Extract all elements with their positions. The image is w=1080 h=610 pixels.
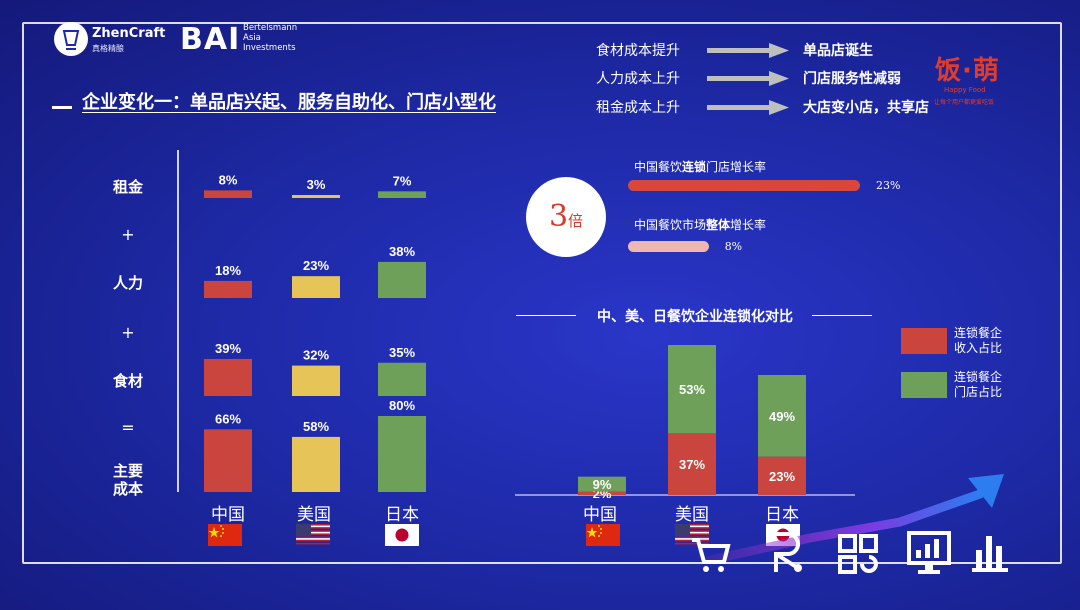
bai-subtitle: Bertelsmann Asia Investments [243, 23, 298, 53]
stacked-bar-美国 [668, 433, 716, 495]
flow-arrow-icon [707, 43, 789, 58]
japan-flag-icon [385, 524, 419, 546]
brand-tagline: 让每个用户都更爱吃饭 [934, 99, 995, 106]
layout-blocks-icon [836, 532, 880, 580]
row-label-labor: 人力 [112, 274, 143, 292]
stacked-bar-日本 [758, 375, 806, 457]
bar-value-label: 39% [215, 341, 241, 356]
chart-title-rule [812, 315, 872, 316]
country-label-japan: 日本 [385, 505, 419, 525]
trend-arrow-icon [705, 474, 1004, 565]
bar-主要成本-美国 [292, 436, 340, 492]
bar-主要成本-中国 [204, 429, 252, 492]
stacked-value-label: 49% [769, 409, 795, 424]
flow-effect: 门店服务性减弱 [803, 71, 901, 87]
zhencraft-logo: ZhenCraft 真格精酿 [54, 22, 166, 58]
bar-value-label: 8% [219, 172, 238, 187]
flow-cause: 食材成本提升 [596, 43, 680, 59]
chart-axis-line [177, 150, 179, 492]
cost-bar-chart: 8% 3% 7% 18% 23% 38% 39% 32% 35% 66% 58% 80% [204, 172, 426, 492]
row-label-total: 主要成本 [112, 462, 143, 498]
growth-label-overall: 中国餐饮市场整体增长率 [634, 218, 767, 232]
bar-食材-中国 [204, 358, 252, 396]
flow-effect: 大店变小店，共享店 [803, 100, 929, 116]
country-label-china: 中国 [211, 505, 245, 525]
row-label-food: 食材 [112, 372, 143, 390]
bar-主要成本-日本 [378, 416, 426, 492]
stacked-value-label: 53% [679, 382, 705, 397]
chain-chart-title: 中、美、日餐饮企业连锁化对比 [597, 309, 793, 325]
network-nodes-icon [762, 528, 806, 580]
bar-value-label: 66% [215, 411, 241, 426]
usa-flag-icon [296, 524, 330, 545]
bar-value-label: 58% [303, 419, 329, 434]
growth-label-chain: 中国餐饮连锁门店增长率 [634, 160, 767, 174]
legend-label-revenue: 连锁餐企 收入占比 [954, 326, 1003, 355]
zhencraft-subtitle: 真格精酿 [92, 44, 124, 53]
stacked-bar-中国 [578, 491, 626, 495]
china-flag-icon [208, 524, 242, 546]
growth-multiple-badge: 3倍 [526, 177, 606, 257]
bai-logo: BAI [180, 22, 241, 57]
bar-人力-美国 [292, 276, 340, 298]
flow-cause: 人力成本上升 [596, 71, 680, 87]
flow-effect: 单品店诞生 [803, 43, 873, 59]
stacked-value-label: 9% [593, 477, 612, 492]
bar-value-label: 38% [389, 244, 415, 259]
bar-食材-日本 [378, 362, 426, 396]
bar-租金-美国 [292, 195, 340, 198]
bar-人力-日本 [378, 261, 426, 298]
shopping-cart-icon [688, 532, 732, 580]
stacked-value-label: 2% [593, 486, 612, 498]
flow-cause: 租金成本上升 [596, 100, 680, 116]
bar-value-label: 7% [393, 173, 412, 188]
slide-frame [22, 22, 1062, 564]
brand-sub: Happy Food [944, 86, 986, 94]
monitor-chart-icon [906, 530, 952, 580]
plus-sign: + [121, 225, 135, 244]
legend-swatch-stores [901, 372, 947, 398]
country-label-japan: 日本 [765, 505, 799, 525]
bar-value-label: 32% [303, 348, 329, 363]
country-label-china: 中国 [583, 505, 617, 525]
bar-食材-美国 [292, 365, 340, 396]
plus-sign: + [121, 323, 135, 342]
bar-value-label: 18% [215, 263, 241, 278]
country-label-usa: 美国 [297, 505, 331, 525]
flow-arrow-icon [707, 100, 789, 115]
bar-value-label: 23% [303, 258, 329, 273]
stacked-bar-日本 [758, 456, 806, 495]
equals-sign: = [121, 418, 135, 437]
legend-swatch-revenue [901, 328, 947, 354]
zhencraft-name: ZhenCraft [92, 26, 166, 41]
growth-value-label: 23% [876, 179, 901, 192]
growth-value-label: 8% [724, 240, 743, 253]
brand-logo: 饭·萌 [935, 56, 1000, 86]
title-dash [52, 106, 72, 109]
bar-租金-日本 [378, 191, 426, 198]
bar-人力-中国 [204, 280, 252, 298]
stacked-value-label: 37% [679, 457, 705, 472]
legend-label-stores: 连锁餐企 门店占比 [954, 370, 1003, 399]
stacked-bar-中国 [578, 476, 626, 492]
zhencraft-emblem-icon [54, 22, 88, 56]
row-label-rent: 租金 [112, 178, 143, 196]
bar-graph-icon [970, 532, 1010, 578]
stacked-bar-美国 [668, 345, 716, 434]
flow-arrow-icon [707, 71, 789, 86]
bar-value-label: 35% [389, 345, 415, 360]
country-label-usa: 美国 [675, 505, 709, 525]
bar-value-label: 3% [307, 177, 326, 192]
stacked-value-label: 23% [769, 469, 795, 484]
chain-stacked-chart: 2%9% 37% 53% 23% 49% [515, 345, 855, 498]
chart-title-rule [516, 315, 576, 316]
page-title: 企业变化一：单品店兴起、服务自助化、门店小型化 [82, 92, 496, 113]
bar-租金-中国 [204, 190, 252, 198]
growth-bar [628, 241, 709, 252]
bar-value-label: 80% [389, 398, 415, 413]
growth-bar [628, 180, 860, 191]
china-flag-icon [586, 524, 620, 546]
